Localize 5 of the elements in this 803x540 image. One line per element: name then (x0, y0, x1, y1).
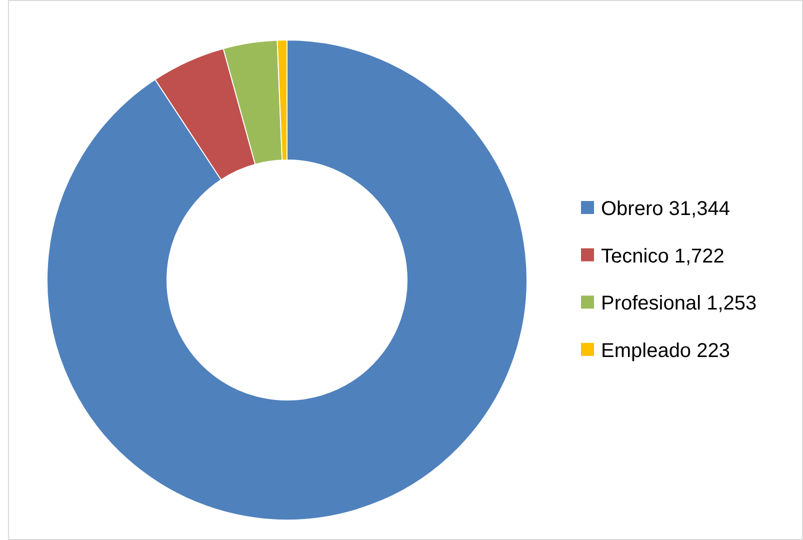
legend-label: Empleado 223 (601, 340, 730, 362)
donut-slice (46, 40, 528, 520)
legend-label: Tecnico 1,722 (601, 245, 724, 268)
legend-label: Obrero 31,344 (601, 198, 730, 220)
legend-label: Profesional 1,253 (601, 292, 757, 315)
